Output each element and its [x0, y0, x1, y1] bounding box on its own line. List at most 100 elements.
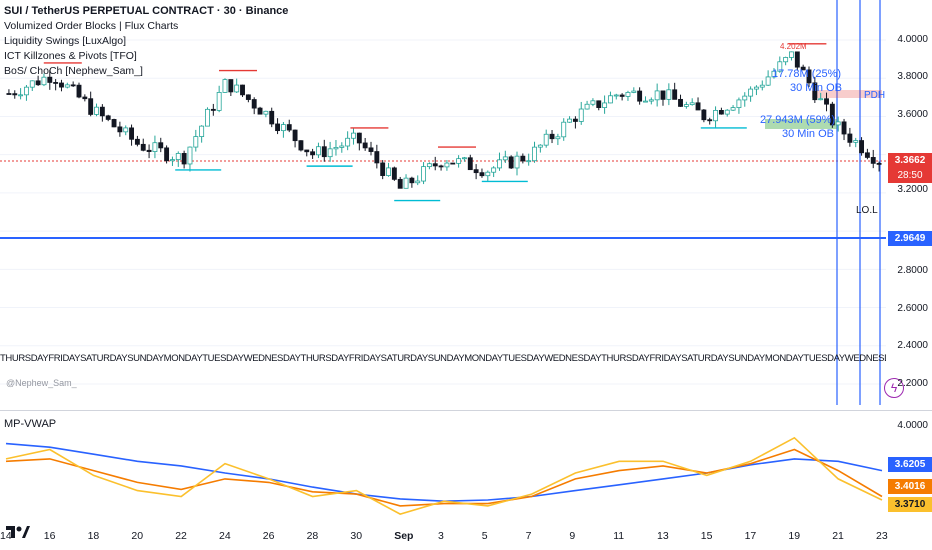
symbol-title[interactable]: SUI / TetherUS PERPETUAL CONTRACT · 30 ·… — [4, 5, 289, 17]
candle-body — [479, 172, 485, 177]
candle-body — [485, 171, 491, 177]
candle-body — [683, 104, 689, 107]
candle-body — [310, 151, 316, 156]
indicator-order-blocks[interactable]: Volumized Order Blocks | Flux Charts — [4, 20, 179, 32]
candle-body — [298, 140, 304, 151]
time-axis-label: 15 — [700, 530, 713, 542]
time-axis-label: 20 — [131, 530, 144, 542]
candle-body — [864, 152, 870, 158]
candle-body — [508, 156, 514, 169]
weekday-labels: THURSDAYFRIDAYSATURDAYSUNDAYMONDAYTUESDA… — [0, 353, 886, 364]
candle-body — [117, 126, 123, 133]
candle-body — [169, 159, 175, 162]
candle-body — [315, 146, 321, 156]
time-axis-label: 18 — [87, 530, 100, 542]
candle-body — [205, 108, 210, 127]
candle-body — [713, 110, 719, 122]
candle-body — [794, 51, 800, 68]
ob-volume-label-2: 27.943M (59%) — [760, 114, 836, 126]
price-label: 3.2000 — [897, 184, 928, 195]
candle-body — [88, 98, 94, 115]
candle-body — [53, 82, 59, 84]
time-axis-label: 26 — [262, 530, 275, 542]
candle-body — [502, 156, 508, 161]
candle-body — [240, 84, 245, 96]
candle-body — [806, 69, 812, 84]
price-label: 2.4000 — [897, 340, 928, 351]
candle-body — [643, 100, 648, 103]
candle-body — [841, 121, 847, 135]
candle-body — [847, 133, 853, 143]
candle-body — [18, 94, 24, 97]
candle-body — [736, 99, 742, 108]
candle-body — [853, 140, 859, 143]
candle-body — [181, 153, 187, 165]
candle-body — [269, 110, 275, 125]
candle-body — [304, 149, 310, 153]
candle-body — [426, 163, 432, 168]
price-axis[interactable]: 4.0000 3.8000 3.6000 3.2000 2.8000 2.600… — [886, 0, 932, 550]
candle-body — [70, 84, 76, 87]
candle-body — [812, 82, 818, 101]
candle-body — [537, 144, 543, 148]
candle-body — [660, 90, 666, 100]
candle-body — [152, 142, 158, 152]
lightning-icon[interactable]: ϟ — [884, 378, 904, 398]
candle-body — [438, 165, 444, 168]
time-axis-label: 30 — [350, 530, 363, 542]
candle-body — [415, 180, 421, 184]
time-axis-label: 14 — [0, 530, 12, 542]
candle-body — [286, 124, 292, 131]
candle-body — [6, 93, 12, 95]
candle-body — [111, 119, 117, 128]
candle-body — [199, 125, 205, 137]
price-label: 2.6000 — [897, 303, 928, 314]
candle-body — [29, 80, 35, 88]
candle-body — [234, 84, 240, 93]
indicator-killzones[interactable]: ICT Killzones & Pivots [TFO] — [4, 50, 137, 62]
candle-body — [94, 106, 99, 115]
candle-body — [567, 118, 573, 123]
time-axis-label: 17 — [744, 530, 757, 542]
candle-body — [99, 106, 105, 117]
candle-body — [76, 84, 82, 98]
time-axis-label: Sep — [394, 530, 414, 542]
candle-body — [532, 146, 537, 162]
candle-body — [421, 166, 427, 182]
candle-body — [222, 79, 228, 93]
candle-body — [158, 142, 164, 149]
candle-body — [263, 110, 269, 115]
candle-body — [432, 163, 438, 167]
candle-body — [391, 167, 397, 180]
countdown-tag: 28:50 — [888, 168, 932, 183]
lo-l-label: LO.L — [856, 205, 878, 216]
candle-body — [456, 158, 462, 164]
price-candles — [6, 51, 882, 189]
pane-divider[interactable] — [0, 410, 932, 411]
time-axis-label: 11 — [613, 530, 625, 542]
candle-body — [187, 146, 193, 165]
candle-body — [129, 127, 135, 140]
structure-markers — [43, 43, 827, 202]
candle-body — [64, 84, 70, 88]
candle-body — [321, 146, 327, 158]
candle-body — [228, 79, 234, 93]
candle-body — [397, 178, 403, 189]
current-price-tag: 3.3662 — [888, 153, 932, 168]
candle-body — [292, 129, 298, 142]
candle-body — [368, 147, 374, 152]
candle-body — [876, 162, 882, 165]
chart-legend: SUI / TetherUS PERPETUAL CONTRACT · 30 ·… — [4, 4, 288, 79]
vwap-indicator-label[interactable]: MP-VWAP — [4, 418, 57, 430]
pdh-label: PDH — [864, 90, 886, 101]
candle-body — [164, 147, 170, 162]
vwap-line-vwap-orange — [5, 448, 883, 507]
candle-body — [590, 100, 596, 105]
candle-body — [210, 108, 216, 111]
candle-body — [82, 96, 88, 100]
indicator-liquidity-swings[interactable]: Liquidity Swings [LuxAlgo] — [4, 35, 126, 47]
candle-body — [146, 149, 152, 152]
indicator-bos-choch[interactable]: BoS/ ChoCh [Nephew_Sam_] — [4, 65, 143, 77]
candle-body — [351, 132, 356, 139]
